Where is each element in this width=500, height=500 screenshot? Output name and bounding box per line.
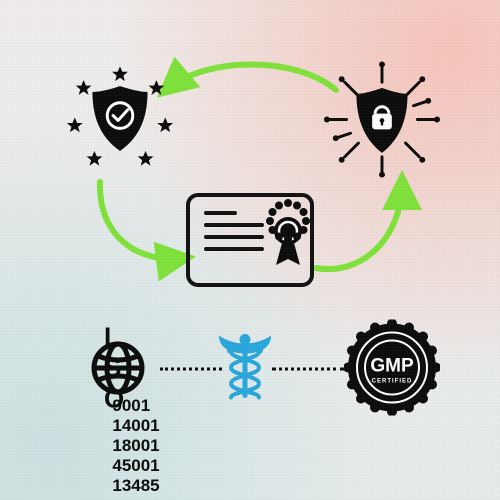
iso-standard: 18001	[112, 436, 159, 456]
caduceus-icon	[215, 332, 275, 419]
iso-icon: I S O	[90, 340, 146, 396]
arrow-right	[316, 182, 402, 269]
cybersecurity-lock-icon	[323, 61, 441, 184]
arrow-top	[166, 65, 336, 91]
gmp-sublabel: CERTIFIED	[372, 379, 413, 385]
quality-shield-icon	[61, 61, 179, 184]
iso-standards-list: 9001 14001 18001 45001 13485	[112, 396, 159, 496]
iso-standard: 14001	[112, 416, 159, 436]
certificate-icon	[186, 193, 314, 287]
diagram-stage: I S O 9001 14001 18001 45001 13485	[0, 0, 500, 500]
arrow-left	[100, 182, 184, 259]
iso-standard: 13485	[112, 476, 159, 496]
gmp-seal-icon: GMP CERTIFIED	[344, 320, 440, 421]
connector-left	[160, 368, 222, 371]
connector-right	[272, 368, 344, 371]
iso-standard: 9001	[112, 396, 159, 416]
iso-standard: 45001	[112, 456, 159, 476]
gmp-label: GMP	[370, 356, 414, 377]
